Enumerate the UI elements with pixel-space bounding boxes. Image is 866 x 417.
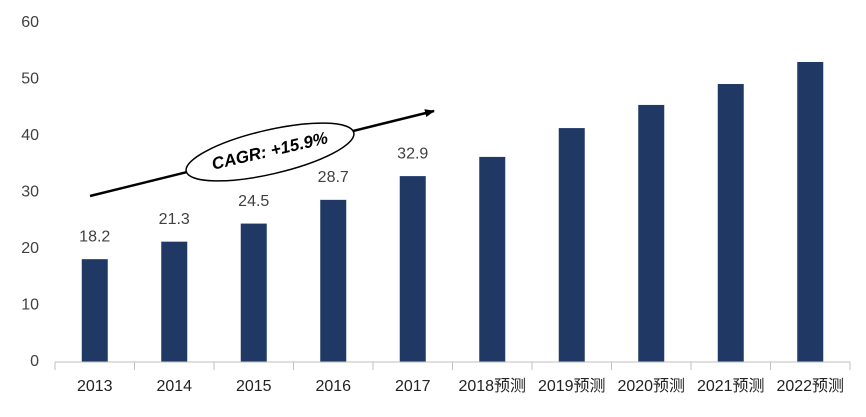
y-tick-label: 0	[30, 353, 39, 370]
y-tick-label: 30	[21, 184, 39, 201]
x-tick-label: 2018预测	[458, 377, 526, 395]
y-tick-label: 60	[21, 14, 39, 31]
x-tick-label: 2022预测	[776, 377, 844, 395]
bar	[558, 128, 585, 362]
data-label: 32.9	[397, 145, 428, 162]
x-tick-label: 2017	[395, 378, 431, 395]
data-label: 28.7	[318, 169, 349, 186]
y-tick-label: 40	[21, 127, 39, 144]
bar	[717, 84, 744, 363]
x-tick-label: 2015	[236, 378, 272, 395]
bar	[479, 156, 506, 362]
x-tick-label: 2014	[156, 378, 192, 395]
bar	[638, 104, 665, 363]
bar	[399, 176, 426, 362]
bar	[797, 61, 824, 363]
y-tick-label: 50	[21, 71, 39, 88]
x-tick-label: 2016	[315, 378, 351, 395]
x-tick-label: 2019预测	[538, 377, 606, 395]
bar	[320, 199, 347, 362]
bar	[81, 259, 108, 362]
x-tick-label: 2013	[77, 378, 113, 395]
y-tick-label: 10	[21, 297, 39, 314]
annotation-ellipse	[185, 122, 355, 182]
y-tick-label: 20	[21, 240, 39, 257]
data-label: 18.2	[79, 228, 110, 245]
bar	[161, 241, 188, 362]
bar	[240, 223, 267, 362]
data-label: 21.3	[159, 211, 190, 228]
x-tick-label: 2020预测	[617, 377, 685, 395]
data-label: 24.5	[238, 193, 269, 210]
x-tick-label: 2021预测	[697, 377, 765, 395]
